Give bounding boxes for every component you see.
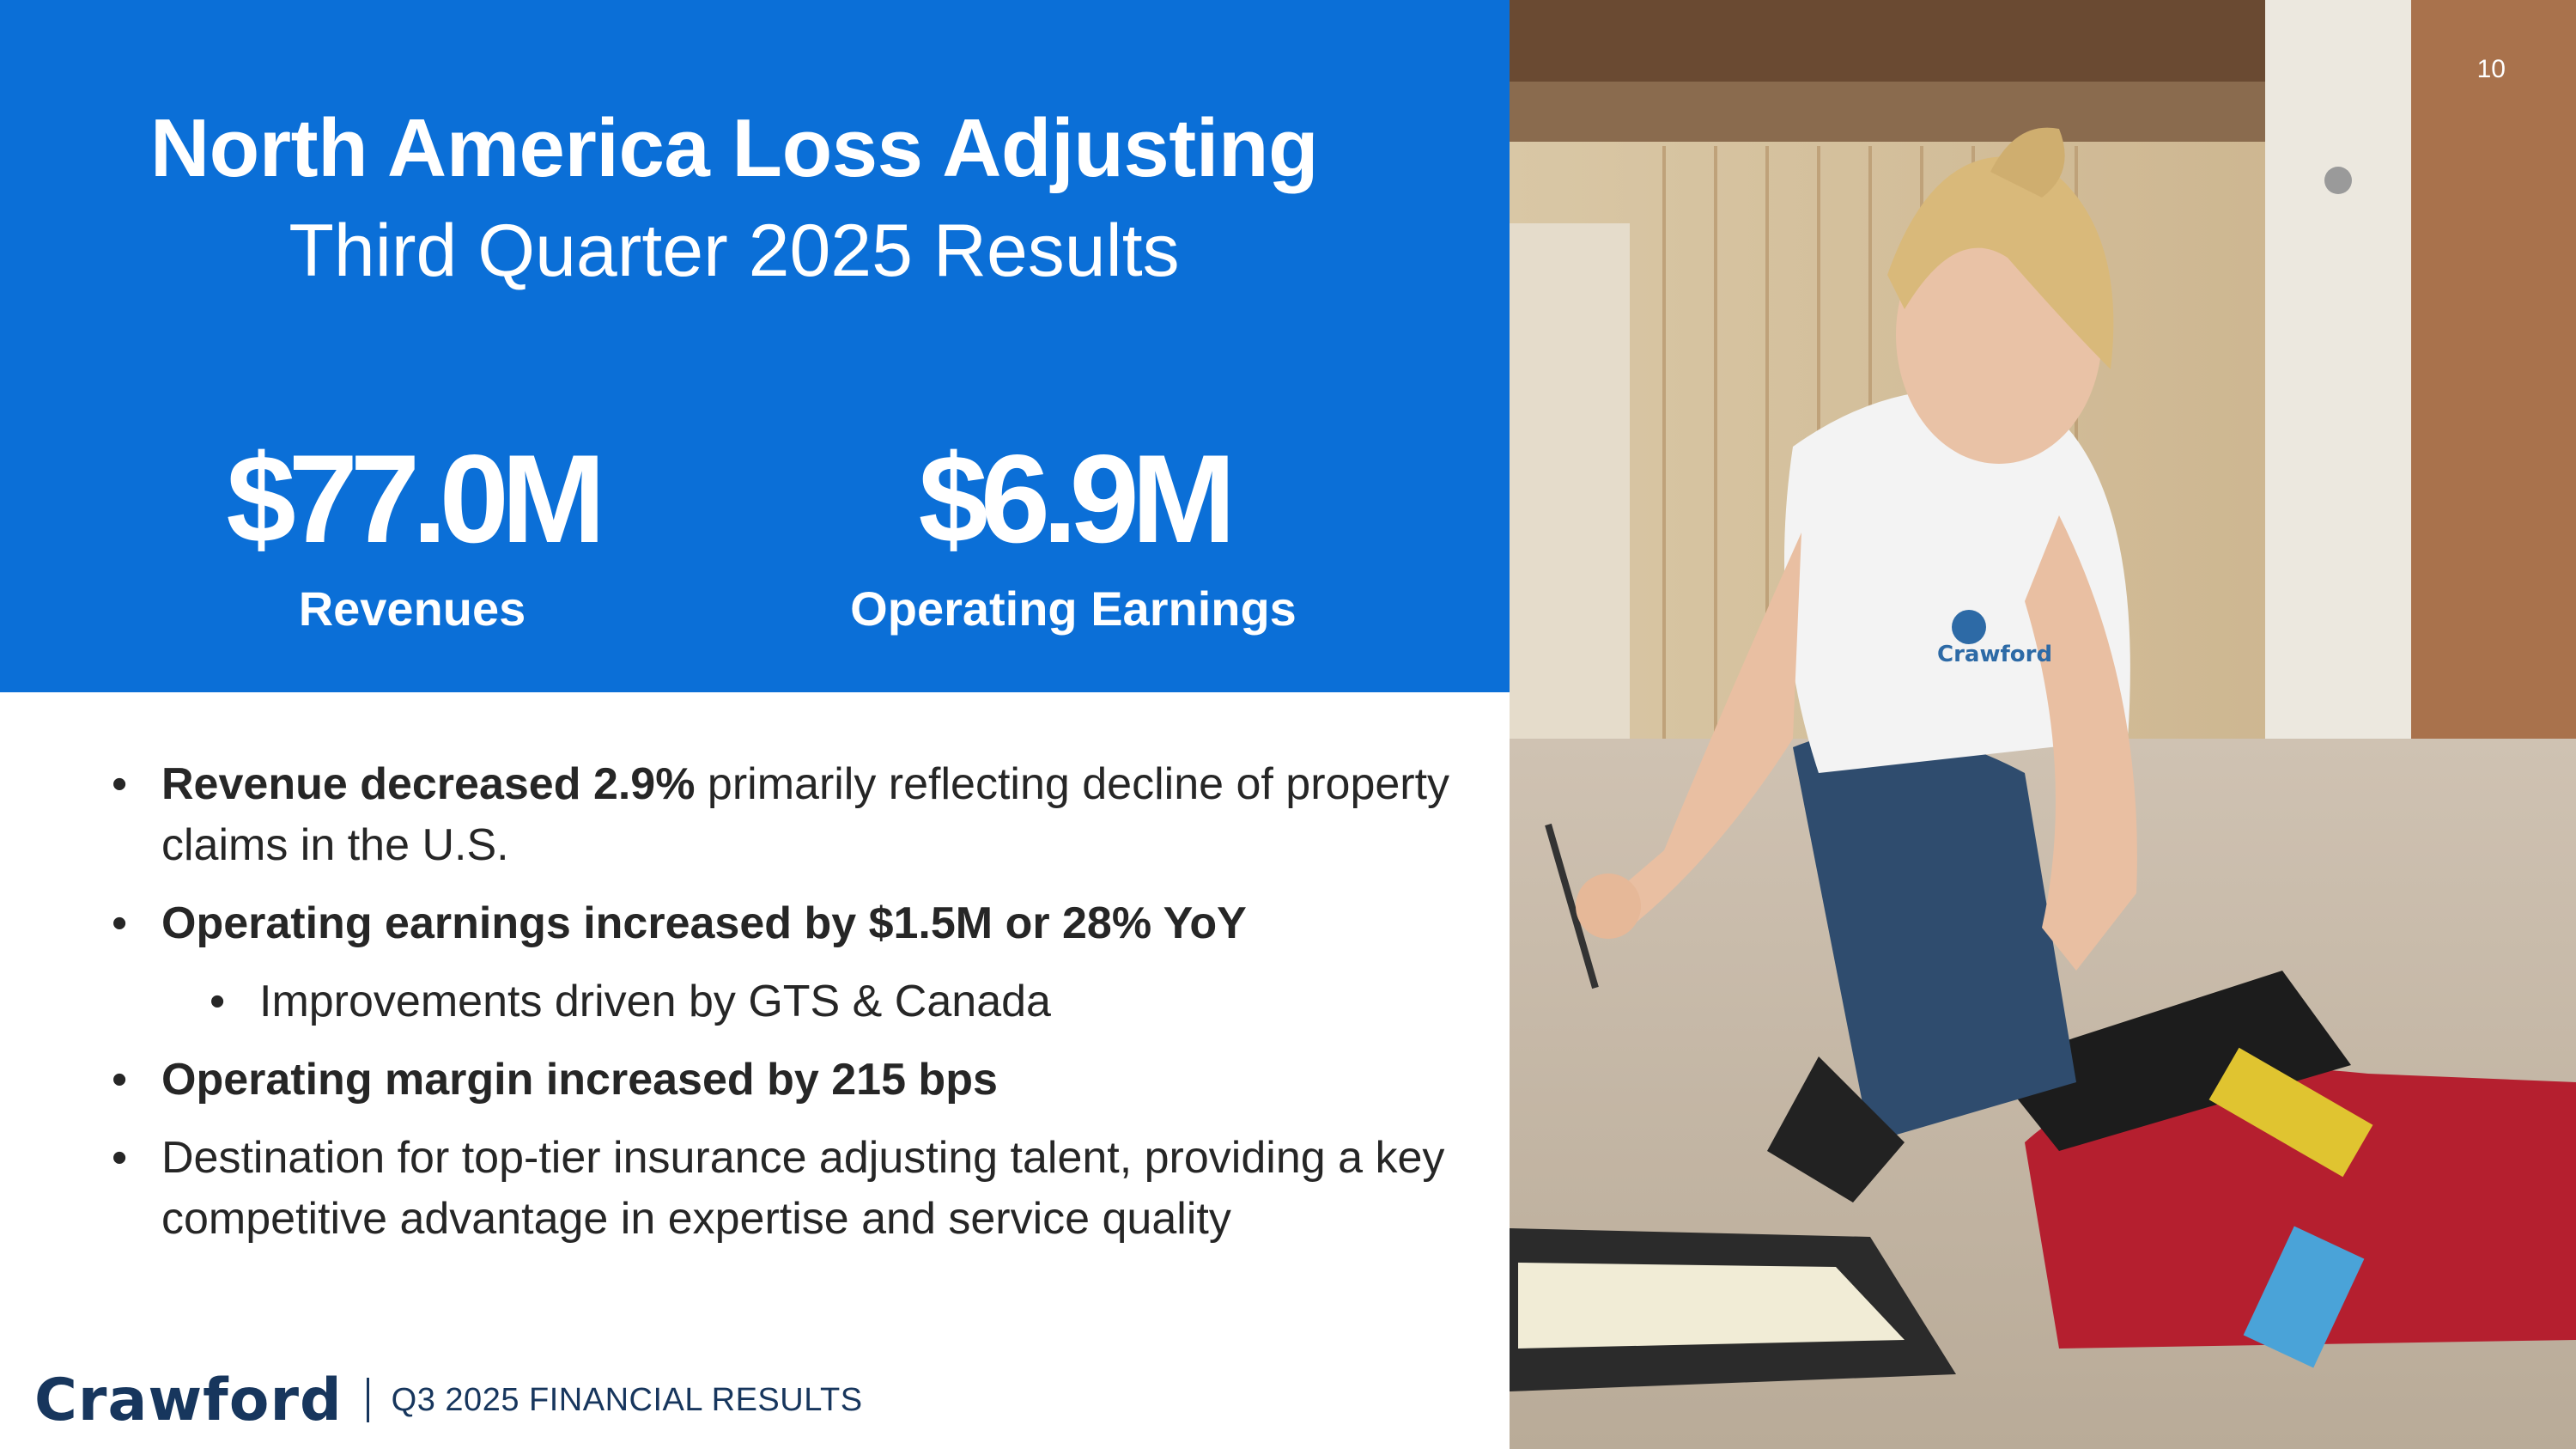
footer-divider xyxy=(366,1378,369,1422)
slide-title: North America Loss Adjusting xyxy=(149,102,1319,194)
bullet-list: • Revenue decreased 2.9% primarily refle… xyxy=(112,754,1451,1267)
bullet-dot: • xyxy=(210,977,226,1026)
bullet-text: Improvements driven by GTS & Canada xyxy=(259,977,1051,1026)
metric-operating-earnings: $6.9M Operating Earnings xyxy=(807,436,1340,636)
bullet-dot: • xyxy=(112,1055,128,1105)
list-item: • Improvements driven by GTS & Canada xyxy=(112,971,1451,1032)
adjuster-photo: Crawford 10 xyxy=(1510,0,2576,1449)
slide-subtitle: Third Quarter 2025 Results xyxy=(289,210,1180,292)
metric-value: $77.0M xyxy=(226,429,606,569)
bullet-dot: • xyxy=(112,759,128,809)
footer: Crawford Q3 2025 FINANCIAL RESULTS xyxy=(34,1366,863,1434)
page-number: 10 xyxy=(2476,55,2506,83)
bullet-dot: • xyxy=(112,898,128,948)
photo-illustration: Crawford xyxy=(1510,0,2576,1449)
bullet-bold-text: Operating margin increased by 215 bps xyxy=(161,1055,998,1105)
bullet-bold-text: Operating earnings increased by $1.5M or… xyxy=(161,898,1247,948)
list-item: • Operating earnings increased by $1.5M … xyxy=(112,893,1451,954)
footer-text: Q3 2025 FINANCIAL RESULTS xyxy=(391,1381,863,1418)
bullet-dot: • xyxy=(112,1133,128,1183)
content-panel: North America Loss Adjusting Third Quart… xyxy=(0,0,1510,1434)
list-item: • Operating margin increased by 215 bps xyxy=(112,1050,1451,1111)
metric-revenues: $77.0M Revenues xyxy=(172,436,653,636)
metric-label: Revenues xyxy=(298,581,526,636)
metric-value: $6.9M xyxy=(918,429,1236,569)
metric-label: Operating Earnings xyxy=(850,581,1297,636)
bullet-text: primarily reflecting decline of property… xyxy=(161,759,1450,870)
list-item: • Revenue decreased 2.9% primarily refle… xyxy=(112,754,1451,876)
list-item: • Destination for top-tier insurance adj… xyxy=(112,1128,1451,1250)
shirt-logo: Crawford xyxy=(1937,642,2052,667)
bullet-text: Destination for top-tier insurance adjus… xyxy=(161,1133,1445,1244)
crawford-logo: Crawford xyxy=(34,1366,343,1434)
bullet-bold-text: Revenue decreased 2.9% xyxy=(161,759,696,809)
header-banner: North America Loss Adjusting Third Quart… xyxy=(0,0,1510,692)
